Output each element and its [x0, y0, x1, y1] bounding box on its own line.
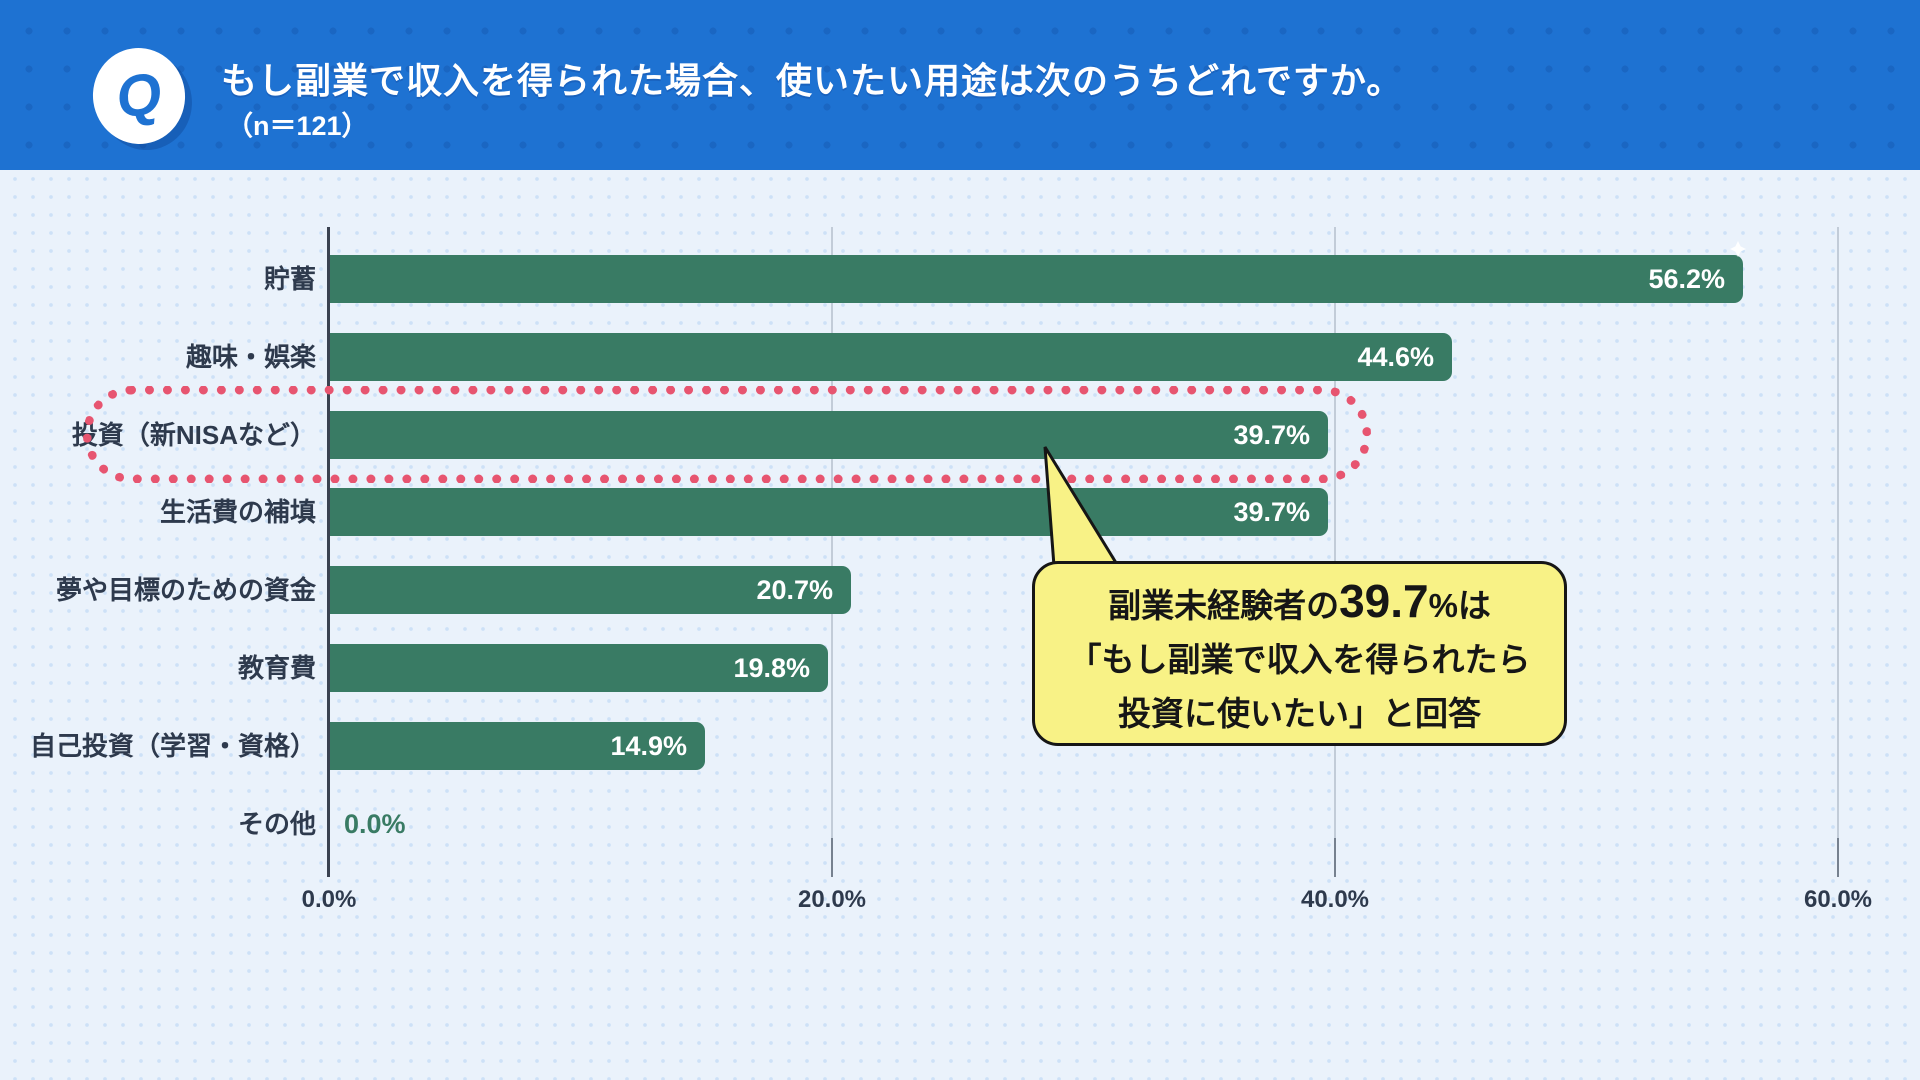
bar: 39.7% — [330, 411, 1328, 459]
category-label: 貯蓄 — [263, 264, 316, 294]
category-label: 教育費 — [237, 653, 316, 683]
category-label: 生活費の補填 — [159, 497, 316, 527]
category-label: 自己投資（学習・資格） — [29, 731, 316, 761]
question-title: もし副業で収入を得られた場合、使いたい用途は次のうちどれですか。 — [221, 60, 1404, 101]
y-axis-line — [327, 227, 330, 877]
category-label: その他 — [237, 809, 316, 839]
callout-box: 副業未経験者の39.7%は 「もし副業で収入を得られたら 投資に使いたい」と回答 — [1032, 561, 1567, 746]
gridline — [1334, 227, 1336, 877]
gridline — [831, 227, 833, 877]
x-tick-label: 20.0% — [797, 886, 867, 913]
callout-line-1: 副業未経験者の39.7%は — [1035, 574, 1564, 633]
sample-size-label: （n＝121） — [226, 111, 369, 141]
x-tick-label: 60.0% — [1803, 886, 1873, 913]
callout-line-2: 「もし副業で収入を得られたら — [1068, 641, 1531, 678]
axis-tick — [1837, 838, 1839, 877]
bar: 20.7% — [330, 566, 851, 614]
callout-line1-prefix: 副業未経験者の — [1108, 587, 1340, 624]
bar: 39.7% — [330, 488, 1328, 536]
x-tick-label: 40.0% — [1300, 886, 1370, 913]
bar: 14.9% — [330, 722, 705, 770]
question-badge-letter: Q — [112, 60, 166, 131]
callout-highlight-value: 39.7 — [1339, 575, 1429, 627]
x-tick-label: 0.0% — [301, 886, 357, 913]
bar: 44.6% — [330, 333, 1452, 381]
axis-tick — [1334, 838, 1336, 877]
callout-line-3: 投資に使いたい」と回答 — [1118, 695, 1481, 732]
question-badge: Q — [86, 42, 192, 150]
gridline — [1837, 227, 1839, 877]
category-label: 夢や目標のための資金 — [55, 575, 316, 605]
callout-line1-suffix: %は — [1428, 587, 1491, 624]
question-header: Q もし副業で収入を得られた場合、使いたい用途は次のうちどれですか。 （n＝12… — [0, 0, 1920, 170]
category-label: 趣味・娯楽 — [185, 342, 316, 372]
highlight-outline — [83, 386, 1371, 483]
bar: 56.2% — [330, 255, 1743, 303]
bar: 19.8% — [330, 644, 828, 692]
zero-value-label: 0.0% — [344, 809, 406, 839]
axis-tick — [831, 838, 833, 877]
